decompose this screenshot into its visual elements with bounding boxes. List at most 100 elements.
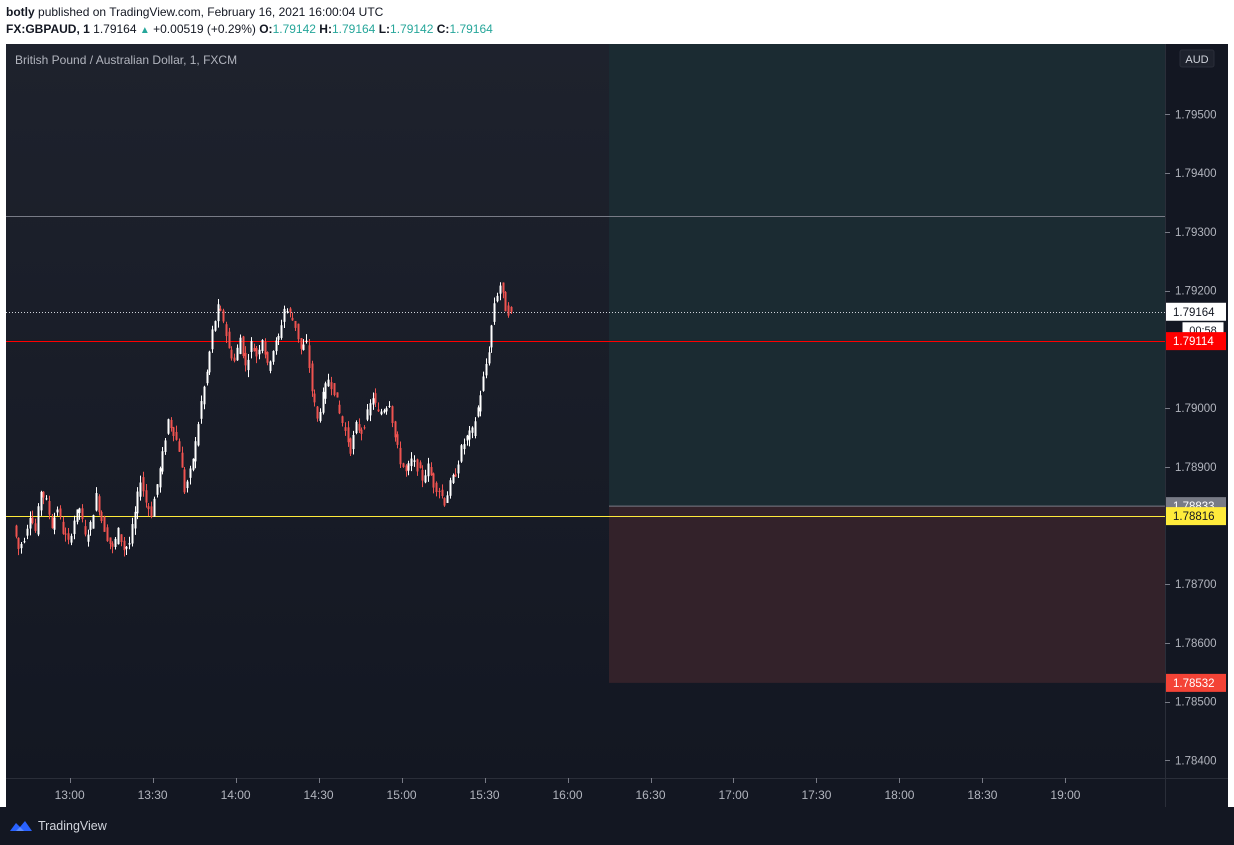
- publisher-name[interactable]: botly: [6, 5, 35, 19]
- candle-54: [164, 438, 167, 455]
- candle-80: [236, 344, 239, 361]
- candle-body: [482, 376, 485, 391]
- candle-body: [427, 463, 430, 477]
- candle-36: [114, 536, 117, 550]
- candle-body: [125, 546, 128, 549]
- symbol-label: FX:GBPAUD, 1: [6, 22, 90, 36]
- candle-152: [435, 481, 438, 497]
- candle-57: [172, 426, 175, 442]
- candle-body: [388, 405, 391, 407]
- candle-60: [181, 446, 184, 468]
- candle-body: [48, 501, 51, 515]
- candle-body: [410, 458, 413, 467]
- stop-zone[interactable]: [609, 506, 1165, 683]
- candle-84: [247, 353, 250, 378]
- x-tick: 15:30: [470, 778, 500, 802]
- candle-90: [264, 338, 267, 359]
- candle-89: [261, 339, 264, 354]
- candle-45: [139, 475, 142, 501]
- candle-body: [200, 401, 203, 419]
- y-tick: 1.78500: [1165, 697, 1217, 709]
- candle-body: [222, 310, 225, 322]
- candle-body: [308, 345, 311, 369]
- candle-143: [410, 452, 413, 472]
- tradingview-brand: TradingView: [38, 819, 107, 833]
- high-label: H:: [319, 22, 332, 36]
- candle-15: [56, 506, 59, 516]
- candle-body: [330, 382, 333, 390]
- candle-body: [161, 451, 164, 472]
- y-tick-label: 1.78900: [1175, 462, 1217, 474]
- candle-body: [344, 427, 347, 431]
- candle-55: [167, 418, 170, 435]
- candle-body: [488, 352, 491, 364]
- x-tick-label: 16:30: [635, 788, 665, 802]
- candle-70: [208, 350, 211, 376]
- candle-10: [42, 491, 45, 505]
- y-tick-label: 1.78400: [1175, 755, 1217, 767]
- candle-16: [59, 505, 62, 520]
- candle-body: [117, 527, 120, 545]
- candle-179: [510, 306, 513, 314]
- candle-body: [139, 482, 142, 497]
- candle-body: [40, 491, 43, 511]
- candle-body: [399, 447, 402, 465]
- x-tick-label: 18:00: [884, 788, 914, 802]
- candle-177: [504, 291, 507, 312]
- candle-body: [421, 469, 424, 481]
- candle-1: [17, 537, 20, 556]
- candle-81: [239, 334, 242, 355]
- candle-body: [64, 533, 67, 535]
- currency-button[interactable]: AUD: [1179, 49, 1215, 68]
- candle-body: [253, 347, 256, 352]
- candle-body: [316, 406, 319, 419]
- candle-133: [383, 408, 386, 414]
- candle-42: [131, 517, 134, 547]
- x-tick: 18:00: [884, 778, 915, 802]
- candle-body: [59, 508, 62, 517]
- y-tick-label: 1.79300: [1175, 227, 1217, 239]
- candle-body: [211, 329, 214, 350]
- candle-body: [333, 383, 336, 396]
- candle-body: [460, 445, 463, 462]
- candle-body: [214, 321, 217, 331]
- candle-body: [208, 351, 211, 373]
- candle-body: [250, 341, 253, 352]
- candle-73: [217, 298, 220, 328]
- high-value: 1.79164: [331, 22, 376, 36]
- candle-body: [242, 336, 245, 357]
- tradingview-logo[interactable]: TradingView: [8, 819, 107, 833]
- x-tick: 13:00: [55, 778, 85, 802]
- price-chart[interactable]: 1.79500 1.79400 1.79300 1.79200 1.79000 1.789…: [6, 44, 1228, 807]
- candle-body: [217, 304, 220, 322]
- candle-body: [383, 410, 386, 413]
- x-tick: 16:30: [635, 778, 666, 802]
- candle-body: [363, 427, 366, 429]
- x-tick-label: 19:00: [1050, 788, 1080, 802]
- y-tick: 1.78700: [1165, 579, 1217, 591]
- candle-body: [159, 468, 162, 488]
- candle-116: [336, 392, 339, 398]
- candle-66: [197, 421, 200, 447]
- candle-body: [360, 429, 363, 434]
- candle-129: [372, 392, 375, 410]
- candle-body: [347, 427, 350, 443]
- candle-159: [454, 468, 457, 478]
- candle-body: [302, 344, 305, 351]
- candle-body: [114, 538, 117, 547]
- candle-48: [147, 502, 150, 517]
- candle-167: [477, 405, 480, 418]
- candle-body: [457, 464, 460, 474]
- candle-body: [286, 311, 289, 313]
- profit-zone[interactable]: [609, 44, 1165, 507]
- candle-62: [186, 479, 189, 493]
- candle-body: [89, 522, 92, 530]
- candle-body: [499, 285, 502, 294]
- y-tick: 1.78900: [1165, 462, 1217, 474]
- candle-6: [31, 510, 34, 525]
- candle-56: [170, 417, 173, 432]
- candle-body: [391, 406, 394, 423]
- x-tick: 17:30: [801, 778, 832, 802]
- candle-28: [92, 514, 95, 529]
- footer-bar: TradingView: [0, 807, 1234, 845]
